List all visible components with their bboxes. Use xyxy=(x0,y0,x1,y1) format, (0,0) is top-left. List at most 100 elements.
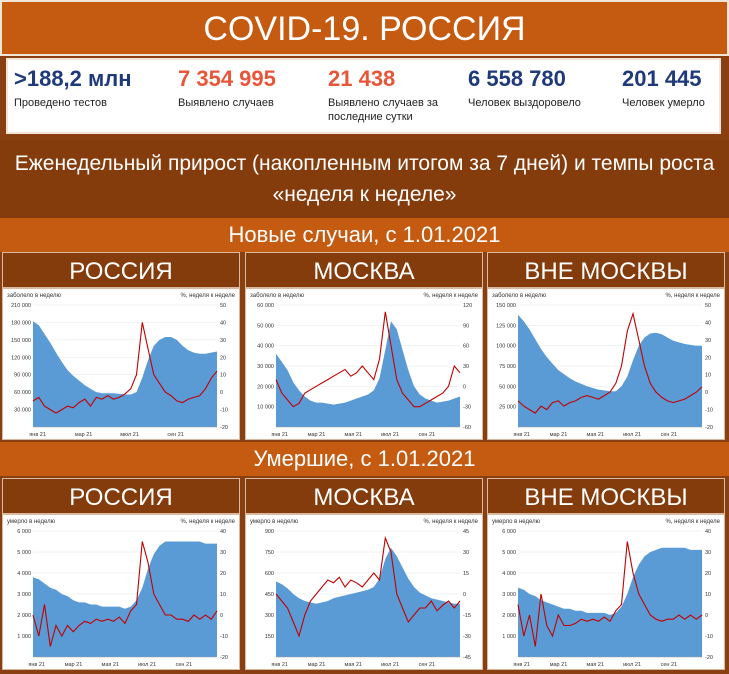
x-tick-label: янв 21 xyxy=(271,432,288,438)
chart-deaths-russia: умерло в неделю %, неделя к неделе 6 000 5 … xyxy=(7,519,236,668)
y2-tick-label: 0 xyxy=(463,384,466,390)
panel-title: МОСКВА xyxy=(245,252,483,288)
y2-tick-label: 30 xyxy=(463,550,469,556)
stat-recovered: 6 558 780 Человек выздоровело xyxy=(468,66,581,110)
y-tick-label: 60 000 xyxy=(14,390,31,396)
y2-tick-label: -10 xyxy=(220,408,228,414)
y-tick-label: 1 000 xyxy=(17,634,31,640)
y2-tick-label: 10 xyxy=(705,592,711,598)
y2-tick-label: 40 xyxy=(705,529,711,535)
panel-cases-outside-moscow: ВНЕ МОСКВЫ заболело в неделю %, неделя к … xyxy=(487,252,725,440)
stat-value: >188,2 млн xyxy=(14,66,132,91)
stat-cases-daily: 21 438 Выявлено случаев за последние сут… xyxy=(328,66,448,124)
x-tick-label: мар 21 xyxy=(65,662,83,668)
panel-title: ВНЕ МОСКВЫ xyxy=(487,252,725,288)
x-tick-label: мая 21 xyxy=(587,662,604,668)
y2-tick-label: 10 xyxy=(220,373,226,379)
series-area xyxy=(276,321,460,427)
y2-tick-label: 20 xyxy=(705,355,711,361)
x-tick-label: мая 21 xyxy=(345,432,362,438)
y2-tick-label: 40 xyxy=(220,529,226,535)
y-tick-label: 3 000 xyxy=(17,592,31,598)
y2-tick-label: 40 xyxy=(705,320,711,326)
x-tick-label: мая 21 xyxy=(102,662,119,668)
panel-cases-russia: РОССИЯ заболело в неделю %, неделя к неде… xyxy=(2,252,240,440)
y-tick-label: 750 xyxy=(265,550,274,556)
y-tick-label: 210 000 xyxy=(11,303,31,309)
x-tick-label: янв 21 xyxy=(513,662,530,668)
stat-value: 21 438 xyxy=(328,66,396,91)
y2-tick-label: 10 xyxy=(705,373,711,379)
y-tick-label: 300 xyxy=(265,613,274,619)
y2-tick-label: -20 xyxy=(705,655,713,661)
series-area xyxy=(276,547,460,657)
stat-value: 7 354 995 xyxy=(178,66,276,91)
left-axis-label: заболело в неделю xyxy=(7,293,61,299)
x-tick-label: июл 21 xyxy=(623,432,641,438)
y2-tick-label: 30 xyxy=(705,550,711,556)
series-line xyxy=(32,541,218,647)
series-line xyxy=(517,311,703,414)
y-tick-label: 25 000 xyxy=(499,405,516,411)
y2-tick-label: 30 xyxy=(463,364,469,370)
y2-tick-label: -45 xyxy=(463,655,471,661)
x-tick-label: янв 21 xyxy=(29,432,46,438)
series-area xyxy=(518,314,702,427)
y-tick-label: 4 000 xyxy=(17,571,31,577)
y2-tick-label: 20 xyxy=(220,571,226,577)
y2-tick-label: 120 xyxy=(463,303,472,309)
stat-label: Человек выздоровело xyxy=(468,97,581,109)
panel-deaths-russia: РОССИЯ умерло в неделю %, неделя к неделе… xyxy=(2,478,240,670)
right-axis-label: %, неделя к неделе xyxy=(423,519,478,525)
stat-label: Выявлено случаев за последние сутки xyxy=(328,97,439,123)
chart-deaths-moscow: умерло в неделю %, неделя к неделе 900 750 6… xyxy=(250,519,479,668)
y2-tick-label: 20 xyxy=(705,571,711,577)
y2-tick-label: 60 xyxy=(463,344,469,350)
left-axis-label: умерло в неделю xyxy=(250,519,299,525)
stat-label: Выявлено случаев xyxy=(178,97,274,109)
y2-tick-label: 0 xyxy=(705,613,708,619)
x-tick-label: сен 21 xyxy=(419,662,436,668)
y-tick-label: 100 000 xyxy=(496,344,516,350)
y2-tick-label: -15 xyxy=(463,613,471,619)
series-area xyxy=(33,541,217,657)
y-tick-label: 6 000 xyxy=(502,529,516,535)
x-tick-label: янв 21 xyxy=(28,662,45,668)
y-tick-label: 75 000 xyxy=(499,364,516,370)
x-tick-label: мая 21 xyxy=(345,662,362,668)
series-line xyxy=(275,535,461,638)
y-tick-label: 6 000 xyxy=(17,529,31,535)
x-tick-label: мар 21 xyxy=(550,432,568,438)
x-tick-label: июл 21 xyxy=(381,662,399,668)
x-tick-label: мар 21 xyxy=(308,662,326,668)
x-tick-label: июл 21 xyxy=(623,662,641,668)
y2-tick-label: 10 xyxy=(220,592,226,598)
right-axis-label: %, неделя к неделе xyxy=(180,519,235,525)
y2-tick-label: 0 xyxy=(705,390,708,396)
y2-tick-label: -30 xyxy=(463,405,471,411)
y-tick-label: 4 000 xyxy=(502,571,516,577)
series-line xyxy=(32,322,218,414)
right-axis-label: %, неделя к неделе xyxy=(665,293,720,299)
y2-tick-label: 50 xyxy=(220,303,226,309)
stats-bar: >188,2 млн Проведено тестов 7 354 995 Вы… xyxy=(6,58,721,134)
y-tick-label: 3 000 xyxy=(502,592,516,598)
series-line xyxy=(517,541,703,647)
left-axis-label: заболело в неделю xyxy=(250,293,304,299)
stat-value: 6 558 780 xyxy=(468,66,566,91)
y-tick-label: 30 000 xyxy=(14,408,31,414)
panel-title: РОССИЯ xyxy=(2,252,240,288)
y-tick-label: 2 000 xyxy=(17,613,31,619)
y-tick-label: 450 xyxy=(265,592,274,598)
y2-tick-label: -30 xyxy=(463,634,471,640)
right-axis-label: %, неделя к неделе xyxy=(180,293,235,299)
x-tick-label: сен 21 xyxy=(176,662,193,668)
stat-cases: 7 354 995 Выявлено случаев xyxy=(178,66,276,110)
y-tick-label: 150 000 xyxy=(496,303,516,309)
y2-tick-label: -20 xyxy=(220,425,228,431)
chart-cases-outside-moscow: заболело в неделю %, неделя к неделе 150 0… xyxy=(492,293,721,438)
x-tick-label: янв 21 xyxy=(271,662,288,668)
x-tick-label: мая 21 xyxy=(587,432,604,438)
y-tick-label: 50 000 xyxy=(499,384,516,390)
